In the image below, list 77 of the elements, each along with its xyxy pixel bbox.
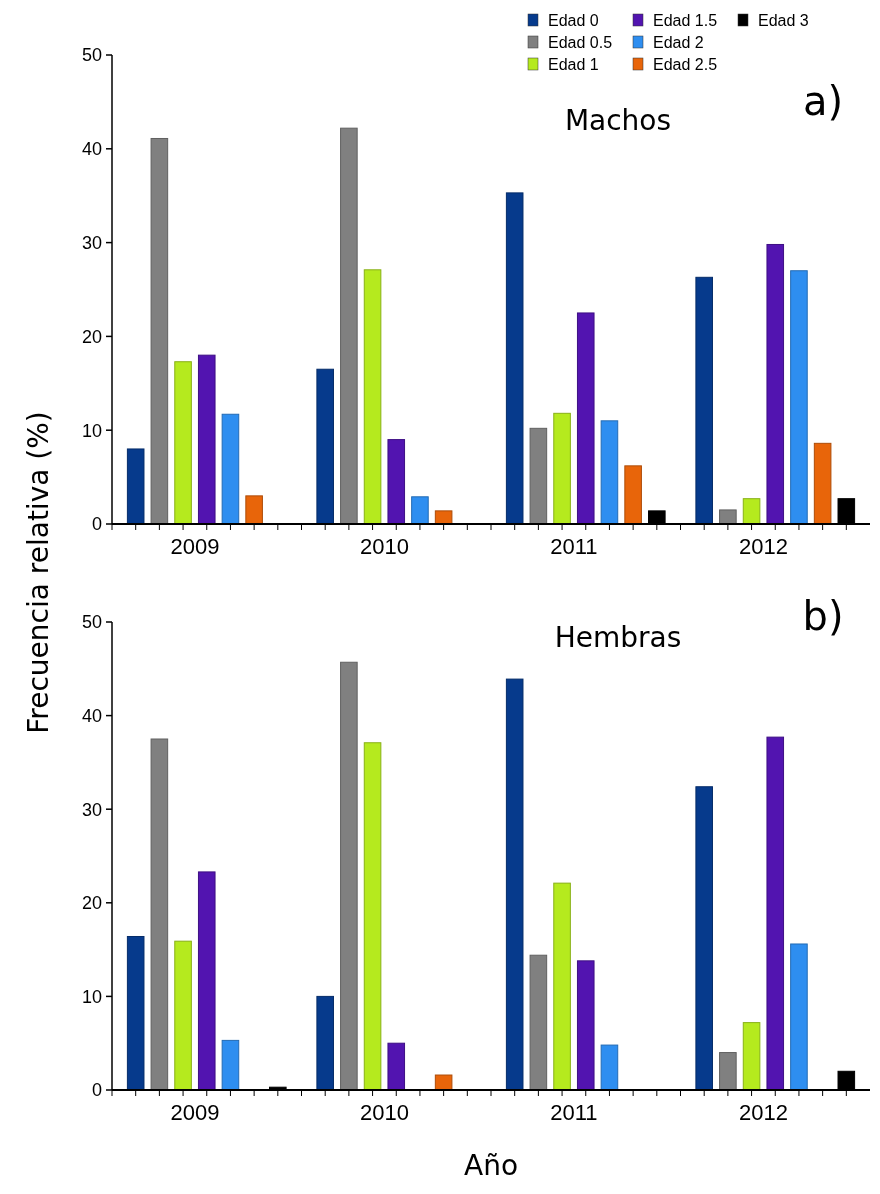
bar xyxy=(813,442,832,525)
y-tick-label: 50 xyxy=(81,612,102,633)
annotation: a) xyxy=(802,78,844,124)
bar xyxy=(316,995,334,1091)
legend-label: Edad 1 xyxy=(548,55,599,73)
bar xyxy=(719,509,737,525)
bar xyxy=(245,495,263,525)
bar xyxy=(340,127,358,525)
bar xyxy=(363,742,382,1091)
x-tick-label: 2011 xyxy=(550,534,598,559)
x-tick-label: 2010 xyxy=(359,534,409,559)
bar xyxy=(790,943,808,1091)
bar xyxy=(150,137,169,525)
bar xyxy=(529,427,548,525)
bar xyxy=(126,936,145,1091)
y-tick-label: 30 xyxy=(81,799,102,820)
y-tick-label: 40 xyxy=(81,139,102,160)
y-tick-label: 10 xyxy=(81,420,102,441)
bar xyxy=(766,736,785,1091)
text: Machos xyxy=(564,104,672,137)
bar xyxy=(600,1044,619,1091)
y-axis-title: Frecuencia relativa (%) xyxy=(22,411,55,734)
bar xyxy=(742,1022,761,1091)
x-tick-label: 2011 xyxy=(550,1100,598,1125)
bar xyxy=(719,1052,737,1091)
y-tick-label: 0 xyxy=(91,1080,102,1101)
y-tick-label: 50 xyxy=(81,45,102,66)
bar xyxy=(529,954,548,1091)
legend-label: Edad 1.5 xyxy=(653,11,718,29)
bar xyxy=(197,354,216,525)
bar xyxy=(434,1074,453,1091)
bar xyxy=(553,882,571,1091)
bar xyxy=(387,439,406,525)
bar xyxy=(790,270,808,525)
bar xyxy=(316,368,334,525)
y-tick-label: 20 xyxy=(81,326,102,347)
bar xyxy=(411,496,429,525)
x-tick-label: 2012 xyxy=(738,534,788,559)
bar xyxy=(695,276,713,525)
bar xyxy=(505,192,524,525)
chart-title: Hembras xyxy=(554,621,682,654)
bar xyxy=(766,243,785,525)
bar xyxy=(576,960,595,1091)
bar xyxy=(174,361,192,525)
bar xyxy=(600,420,619,525)
annotation: b) xyxy=(802,593,844,639)
y-tick-label: 0 xyxy=(91,514,102,535)
y-tick-label: 30 xyxy=(81,232,102,253)
bar xyxy=(742,498,761,525)
bar xyxy=(150,738,169,1091)
legend-label: Edad 2.5 xyxy=(653,55,718,73)
bar xyxy=(553,412,571,525)
y-tick-label: 10 xyxy=(81,986,102,1007)
x-tick-label: 2012 xyxy=(738,1100,788,1125)
legend-label: Edad 0.5 xyxy=(548,33,613,51)
bar xyxy=(174,940,192,1091)
bar xyxy=(197,871,216,1091)
bar xyxy=(363,269,382,525)
bar xyxy=(340,661,358,1091)
bar xyxy=(576,312,595,525)
x-axis-title: Año xyxy=(463,1149,519,1182)
x-tick-label: 2010 xyxy=(359,1100,409,1125)
y-tick-label: 40 xyxy=(81,705,102,726)
bar xyxy=(434,510,453,525)
bar xyxy=(126,448,145,525)
legend-label: Edad 3 xyxy=(758,11,809,29)
legend-label: Edad 2 xyxy=(653,33,704,51)
bar xyxy=(221,413,240,525)
bar xyxy=(505,678,524,1091)
bar xyxy=(221,1039,240,1091)
x-tick-label: 2009 xyxy=(170,1100,220,1125)
legend-label: Edad 0 xyxy=(548,11,599,29)
bar xyxy=(695,786,713,1091)
x-tick-label: 2009 xyxy=(170,534,220,559)
bar xyxy=(387,1042,406,1091)
y-tick-label: 20 xyxy=(81,893,102,914)
bar xyxy=(624,465,642,525)
